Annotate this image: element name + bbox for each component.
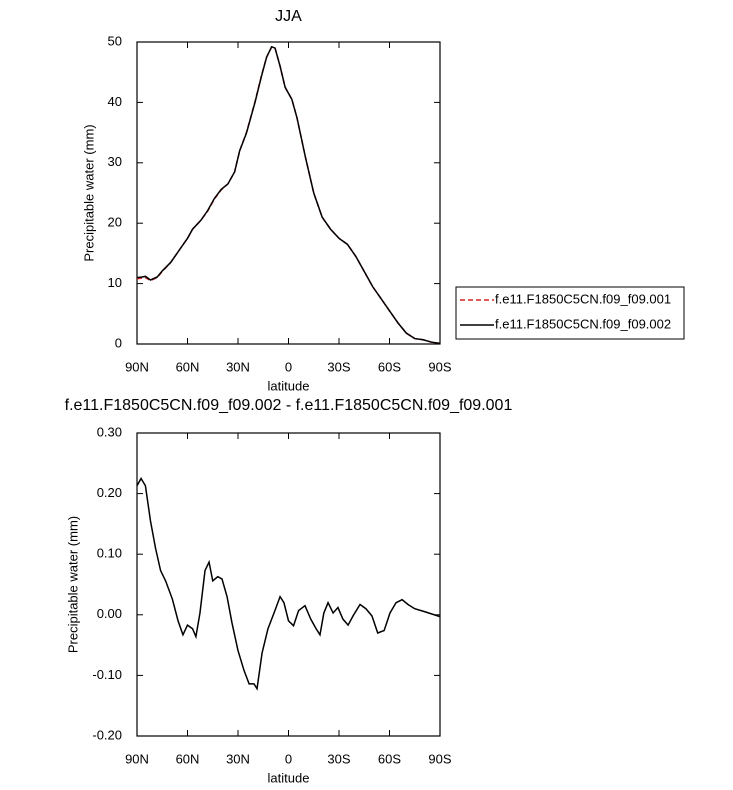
legend-box: [455, 286, 685, 340]
legend-label: f.e11.F1850C5CN.f09_f09.002: [495, 316, 671, 331]
y-axis-label: Precipitable water (mm): [65, 516, 80, 653]
x-tick-label: 60S: [378, 751, 401, 766]
chart-title: JJA: [275, 8, 302, 25]
y-tick-label: 0.10: [97, 546, 122, 561]
x-tick-label: 90N: [125, 359, 149, 374]
y-tick-label: 0.00: [97, 606, 122, 621]
x-tick-label: 90S: [428, 751, 451, 766]
x-tick-label: 90S: [428, 359, 451, 374]
x-tick-label: 30N: [226, 751, 250, 766]
x-tick-label: 60S: [378, 359, 401, 374]
x-tick-label: 0: [285, 359, 292, 374]
data-line: [136, 45, 441, 345]
x-tick-label: 90N: [125, 751, 149, 766]
plot-frame: [136, 41, 441, 345]
y-tick-label: 0: [115, 335, 122, 350]
y-tick-label: -0.10: [92, 667, 122, 682]
y-tick-label: 10: [108, 275, 122, 290]
chart-title: f.e11.F1850C5CN.f09_f09.002 - f.e11.F185…: [65, 397, 513, 414]
y-tick-label: 50: [108, 33, 122, 48]
y-tick-label: -0.20: [92, 727, 122, 742]
y-axis-label: Precipitable water (mm): [81, 124, 96, 261]
x-tick-label: 0: [285, 751, 292, 766]
y-tick-label: 20: [108, 215, 122, 230]
x-tick-label: 30S: [327, 359, 350, 374]
plot-frame: [136, 432, 441, 737]
y-tick-label: 0.20: [97, 485, 122, 500]
x-tick-label: 60N: [176, 751, 200, 766]
y-tick-label: 40: [108, 94, 122, 109]
legend-label: f.e11.F1850C5CN.f09_f09.001: [495, 291, 671, 306]
data-line: [136, 45, 441, 345]
data-line: [136, 476, 441, 691]
y-tick-label: 30: [108, 154, 122, 169]
x-tick-label: 30N: [226, 359, 250, 374]
x-tick-label: 30S: [327, 751, 350, 766]
x-axis-label: latitude: [268, 770, 310, 785]
x-axis-label: latitude: [268, 378, 310, 393]
x-tick-label: 60N: [176, 359, 200, 374]
y-tick-label: 0.30: [97, 424, 122, 439]
